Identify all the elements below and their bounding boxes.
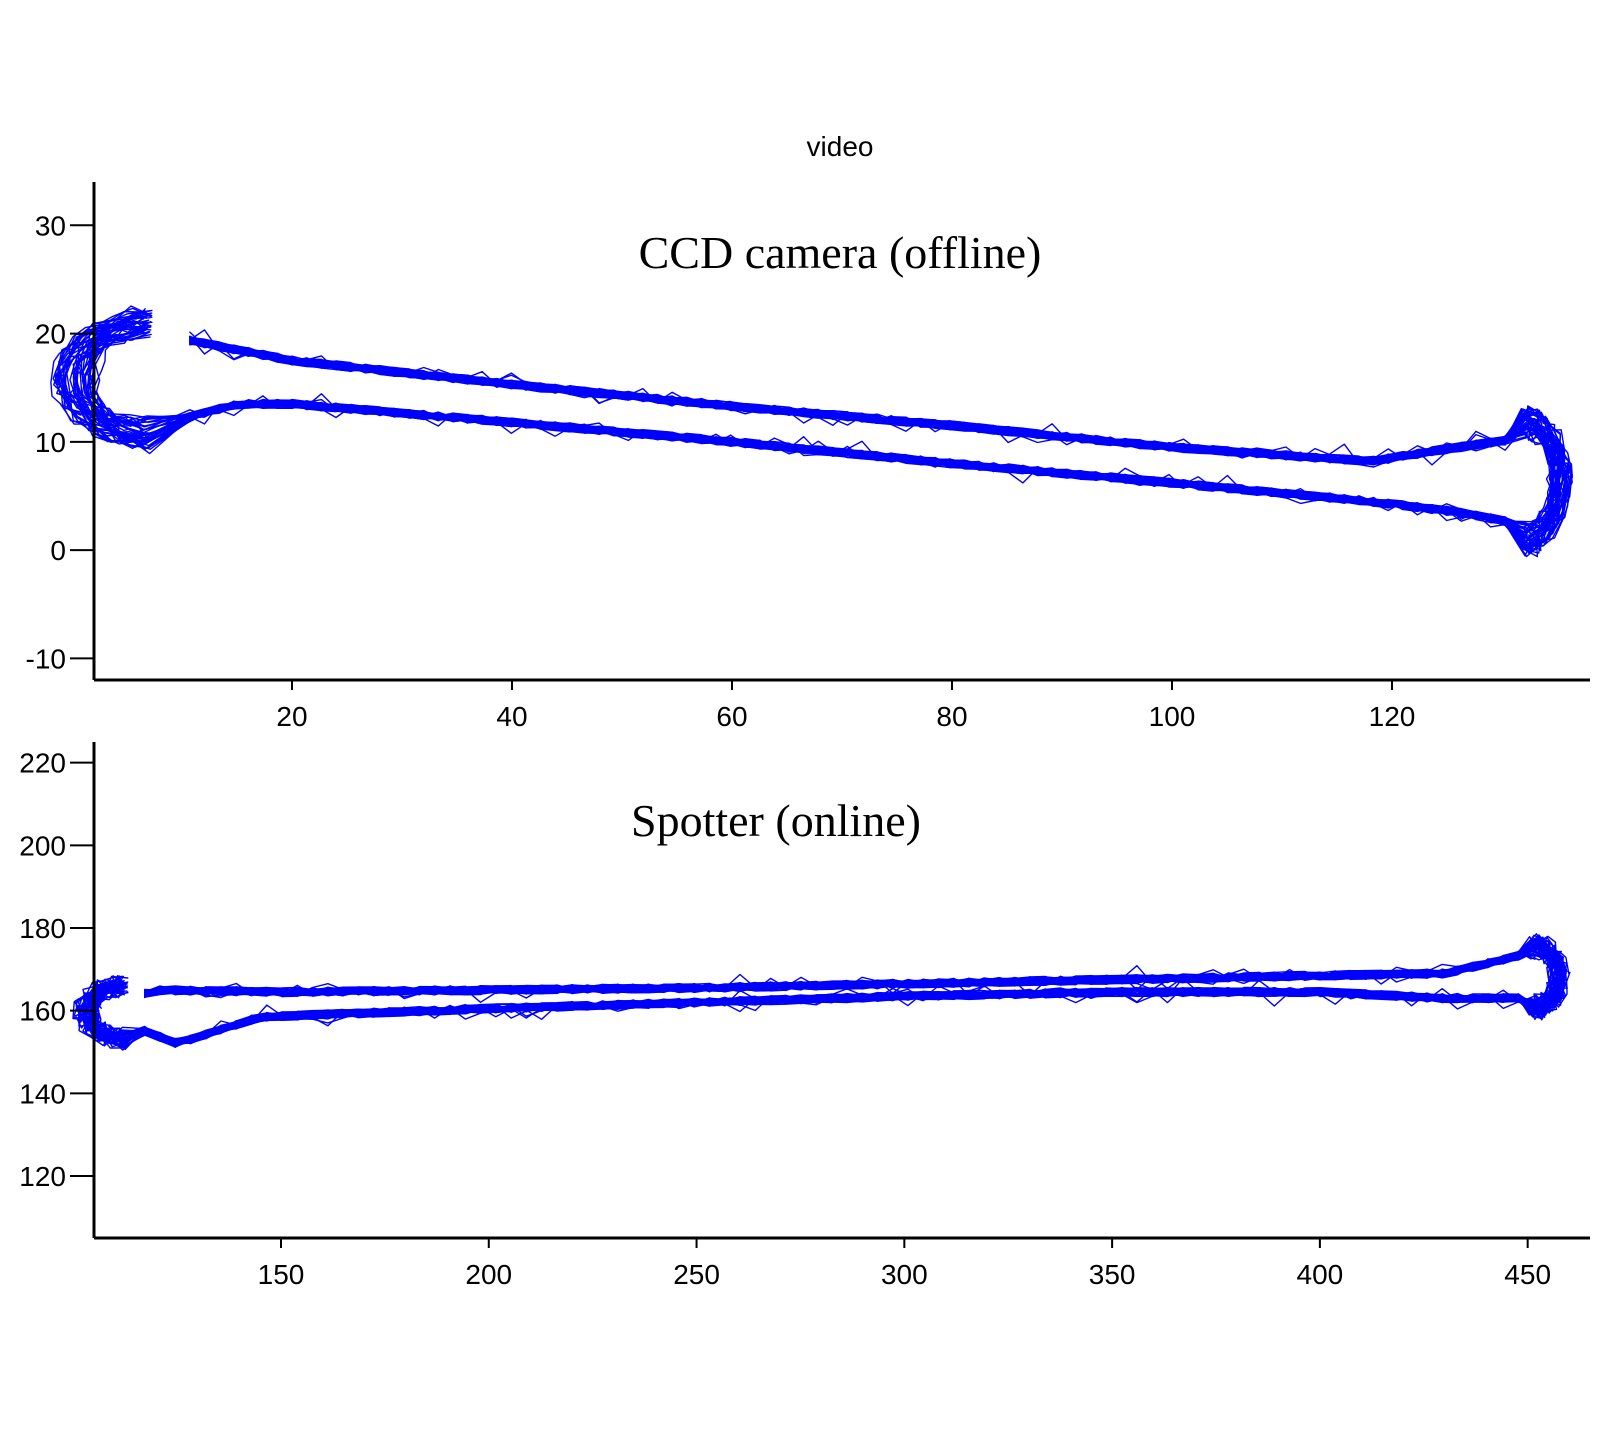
spotter-annotation: Spotter (online) [631, 795, 921, 846]
trajectory-lap [94, 308, 1556, 547]
x-tick-label: 200 [465, 1259, 512, 1290]
x-tick-label: 60 [716, 701, 747, 732]
x-tick-label: 80 [936, 701, 967, 732]
trajectory-lap [52, 322, 1561, 554]
trajectory-lap [83, 312, 1567, 545]
y-tick-label: 200 [19, 830, 66, 861]
y-tick-label: 0 [50, 535, 66, 566]
trajectory-lap [69, 309, 1565, 547]
spotter-axes: 150 200 250 300 350 400 450 120 140 160 180 200 220 [19, 742, 1590, 1290]
x-tick-label: 400 [1297, 1259, 1344, 1290]
trajectory-lap [84, 314, 1558, 542]
x-tick-label: 20 [276, 701, 307, 732]
trajectory-lap [88, 321, 1569, 537]
spotter-panel: 150 200 250 300 350 400 450120140160180200220 … [19, 742, 1590, 1290]
x-tick-label: 450 [1504, 1259, 1551, 1290]
trajectory-lap [54, 318, 1569, 551]
spotter-trajectory-traces [72, 933, 1571, 1051]
trajectory-lap [57, 319, 1573, 545]
ccd-trajectory-traces [50, 305, 1573, 558]
trajectory-lap [87, 936, 1560, 1047]
trajectory-lap [76, 320, 1568, 554]
y-tick-label: 30 [35, 210, 66, 241]
trajectory-lap [61, 314, 1572, 550]
trajectory-lap [56, 311, 1566, 541]
y-tick-label: 140 [19, 1078, 66, 1109]
trajectory-lap [73, 321, 1554, 536]
y-tick-label: 10 [35, 427, 66, 458]
trajectory-lap [77, 320, 1559, 557]
y-tick-label: 220 [19, 748, 66, 779]
x-tick-label: 150 [258, 1259, 305, 1290]
y-tick-label: 120 [19, 1161, 66, 1192]
figure-title: video [807, 131, 874, 162]
y-tick-label: 20 [35, 319, 66, 350]
trajectory-lap [72, 307, 1554, 553]
y-tick-label: -10 [26, 643, 66, 674]
trajectory-lap [50, 310, 1562, 545]
y-tick-label: 160 [19, 996, 66, 1027]
x-tick-label: 120 [1369, 701, 1416, 732]
trajectory-lap [72, 328, 1562, 535]
trajectory-lap [92, 936, 1563, 1051]
x-tick-label: 100 [1149, 701, 1196, 732]
ccd-axes: 20 40 60 80 100 120 -10 0 10 20 30 [26, 182, 1590, 732]
ccd-camera-panel: 20 40 60 80 100 120 -10 0 10 20 30 CCD camera (off… [26, 182, 1590, 732]
x-tick-label: 350 [1089, 1259, 1136, 1290]
trajectory-lap [69, 317, 1570, 558]
trajectory-lap [90, 316, 1557, 549]
ccd-camera-annotation: CCD camera (offline) [639, 227, 1042, 278]
trajectory-lap [60, 309, 1572, 551]
x-tick-label: 300 [881, 1259, 928, 1290]
y-tick-label: 180 [19, 913, 66, 944]
trajectory-lap [64, 305, 1557, 550]
x-tick-label: 250 [673, 1259, 720, 1290]
x-tick-label: 40 [496, 701, 527, 732]
